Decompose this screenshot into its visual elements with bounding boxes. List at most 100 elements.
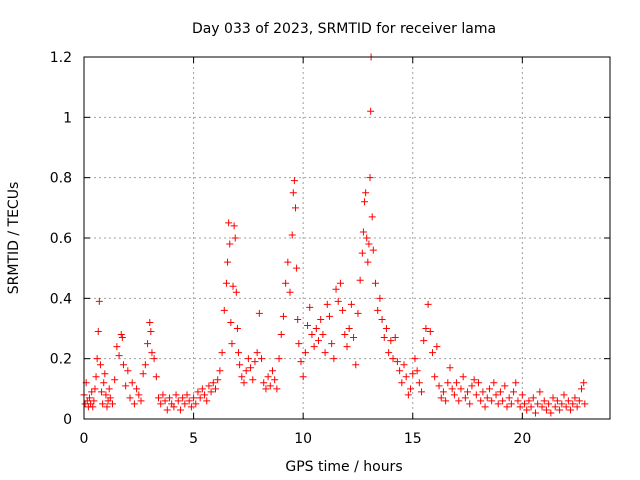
data-point — [527, 403, 535, 411]
data-point — [407, 385, 415, 393]
data-point — [350, 334, 358, 342]
data-point — [538, 403, 546, 411]
data-point — [194, 388, 202, 396]
y-tick-label: 0.4 — [50, 291, 72, 307]
data-point — [325, 312, 333, 320]
data-point — [321, 349, 329, 357]
data-point — [507, 400, 515, 408]
data-point — [503, 403, 511, 411]
data-point — [435, 382, 443, 390]
data-point — [286, 288, 294, 296]
data-point — [475, 379, 482, 387]
data-point — [293, 264, 301, 272]
data-point — [481, 403, 489, 411]
data-point — [205, 382, 213, 390]
data-point — [207, 388, 215, 396]
data-point — [122, 382, 130, 390]
x-tick-label: 0 — [80, 431, 89, 447]
data-point — [356, 276, 364, 284]
data-point — [163, 406, 171, 414]
data-point — [551, 403, 559, 411]
data-point — [499, 397, 507, 405]
plot-frame — [83, 56, 611, 420]
data-point — [545, 400, 553, 408]
data-point — [105, 385, 113, 393]
data-point — [161, 397, 169, 405]
data-point — [294, 315, 302, 323]
data-point — [549, 394, 557, 402]
data-point — [483, 394, 491, 402]
data-point — [92, 373, 100, 381]
data-point — [402, 373, 410, 381]
data-point — [299, 373, 307, 381]
data-point — [341, 331, 349, 339]
axis-ticks: 0 5 10 15 20 0 0.2 0.4 0.6 0.8 1 1.2 — [50, 50, 610, 447]
data-point — [291, 204, 299, 212]
data-point — [179, 394, 187, 402]
data-point — [468, 382, 476, 390]
data-point — [115, 352, 123, 360]
data-point — [496, 388, 504, 396]
data-point — [362, 189, 370, 197]
y-tick-label: 0.8 — [50, 171, 72, 187]
data-point — [284, 258, 292, 266]
data-point — [214, 376, 222, 384]
data-point — [101, 370, 109, 378]
data-point — [225, 219, 233, 227]
data-point — [258, 355, 266, 363]
data-point — [230, 222, 238, 230]
data-point — [567, 406, 575, 414]
data-point — [218, 349, 226, 357]
data-point — [501, 382, 509, 390]
data-point — [288, 231, 296, 239]
data-point — [135, 391, 143, 399]
data-point — [232, 288, 240, 296]
data-point — [470, 376, 478, 384]
data-point — [238, 373, 246, 381]
data-point — [510, 388, 518, 396]
data-point — [376, 294, 384, 302]
data-point — [581, 400, 589, 408]
data-point — [531, 409, 539, 417]
data-point — [485, 385, 493, 393]
data-point — [424, 300, 432, 308]
data-point — [571, 394, 579, 402]
data-point — [547, 409, 555, 417]
x-axis-label: GPS time / hours — [285, 459, 402, 475]
data-point — [393, 358, 401, 366]
data-point — [433, 343, 441, 351]
data-point — [220, 306, 228, 314]
data-point — [358, 249, 366, 257]
data-point — [365, 240, 373, 248]
data-point — [409, 370, 417, 378]
data-point — [181, 400, 189, 408]
data-point — [330, 355, 338, 363]
data-point — [569, 400, 577, 408]
data-point — [369, 246, 377, 254]
data-point — [222, 279, 230, 287]
x-tick-label: 15 — [404, 431, 422, 447]
data-point — [264, 373, 272, 381]
data-point — [196, 394, 204, 402]
data-point — [455, 397, 463, 405]
data-point — [236, 361, 244, 369]
data-point — [448, 385, 456, 393]
data-point — [553, 397, 561, 405]
data-point — [227, 318, 235, 326]
data-point — [336, 279, 344, 287]
data-point — [124, 367, 132, 375]
data-point — [113, 343, 121, 351]
data-point — [439, 388, 447, 396]
data-point — [93, 355, 101, 363]
data-point — [540, 397, 548, 405]
data-point — [525, 397, 533, 405]
data-point — [562, 403, 570, 411]
data-point — [144, 340, 152, 348]
data-point — [492, 391, 500, 399]
data-point — [523, 406, 531, 414]
data-point — [88, 388, 96, 396]
data-point — [275, 355, 283, 363]
data-point — [262, 385, 270, 393]
data-point — [95, 297, 103, 305]
data-point — [260, 379, 268, 387]
